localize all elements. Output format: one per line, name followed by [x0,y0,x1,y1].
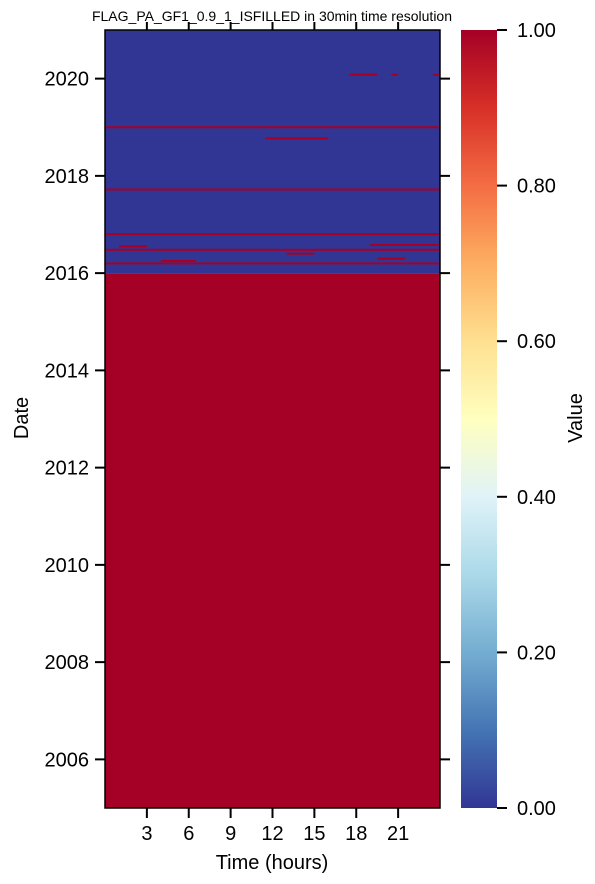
filled-line-3 [286,252,315,255]
heatmap-cells [104,29,441,809]
colorbar-tick-label: 0.60 [517,331,556,353]
heatmap-region-1 [105,30,440,274]
filled-line-1 [160,259,196,262]
colorbar-tick-label: 0.80 [517,176,556,198]
colorbar-tick-label: 1.00 [517,20,556,42]
y-tick-label: 2006 [45,749,90,771]
x-tick-label: 12 [261,823,283,845]
filled-line-11 [349,73,378,76]
x-tick-label: 21 [387,823,409,845]
x-axis-label: Time (hours) [216,852,329,874]
filled-line-0 [105,262,440,265]
filled-line-4 [105,248,440,251]
y-tick-label: 2012 [45,458,90,480]
filled-line-13 [433,73,440,76]
colorbar: 0.00 0.20 0.40 0.60 0.80 1.00 [461,20,556,820]
filled-line-8 [105,188,440,191]
filled-line-7 [105,233,440,236]
y-tick-label: 2014 [45,360,90,382]
filled-line-5 [118,245,147,248]
colorbar-label: Value [565,393,587,443]
x-axis: 3 6 9 12 15 18 21 [141,22,409,845]
y-tick-label: 2020 [45,69,90,91]
filled-line-2 [377,257,406,260]
filled-line-9 [265,137,329,140]
x-tick-label: 3 [141,823,152,845]
y-tick-label: 2016 [45,263,90,285]
x-tick-label: 9 [225,823,236,845]
colorbar-gradient [461,30,497,808]
y-axis: 2006 2008 2010 2012 2014 2016 2018 2020 [45,69,450,771]
y-tick-label: 2018 [45,166,90,188]
filled-line-12 [391,73,399,76]
x-tick-label: 18 [345,823,367,845]
y-tick-label: 2010 [45,555,90,577]
chart-title: FLAG_PA_GF1_0.9_1_ISFILLED in 30min time… [92,8,452,24]
heatmap-region-0 [105,273,440,808]
colorbar-tick-label: 0.00 [517,798,556,820]
colorbar-tick-label: 0.40 [517,487,556,509]
filled-line-6 [370,243,440,246]
colorbar-tick-label: 0.20 [517,642,556,664]
x-tick-label: 6 [183,823,194,845]
y-tick-label: 2008 [45,652,90,674]
y-axis-label: Date [11,397,33,439]
x-tick-label: 15 [303,823,325,845]
filled-line-10 [105,126,440,129]
